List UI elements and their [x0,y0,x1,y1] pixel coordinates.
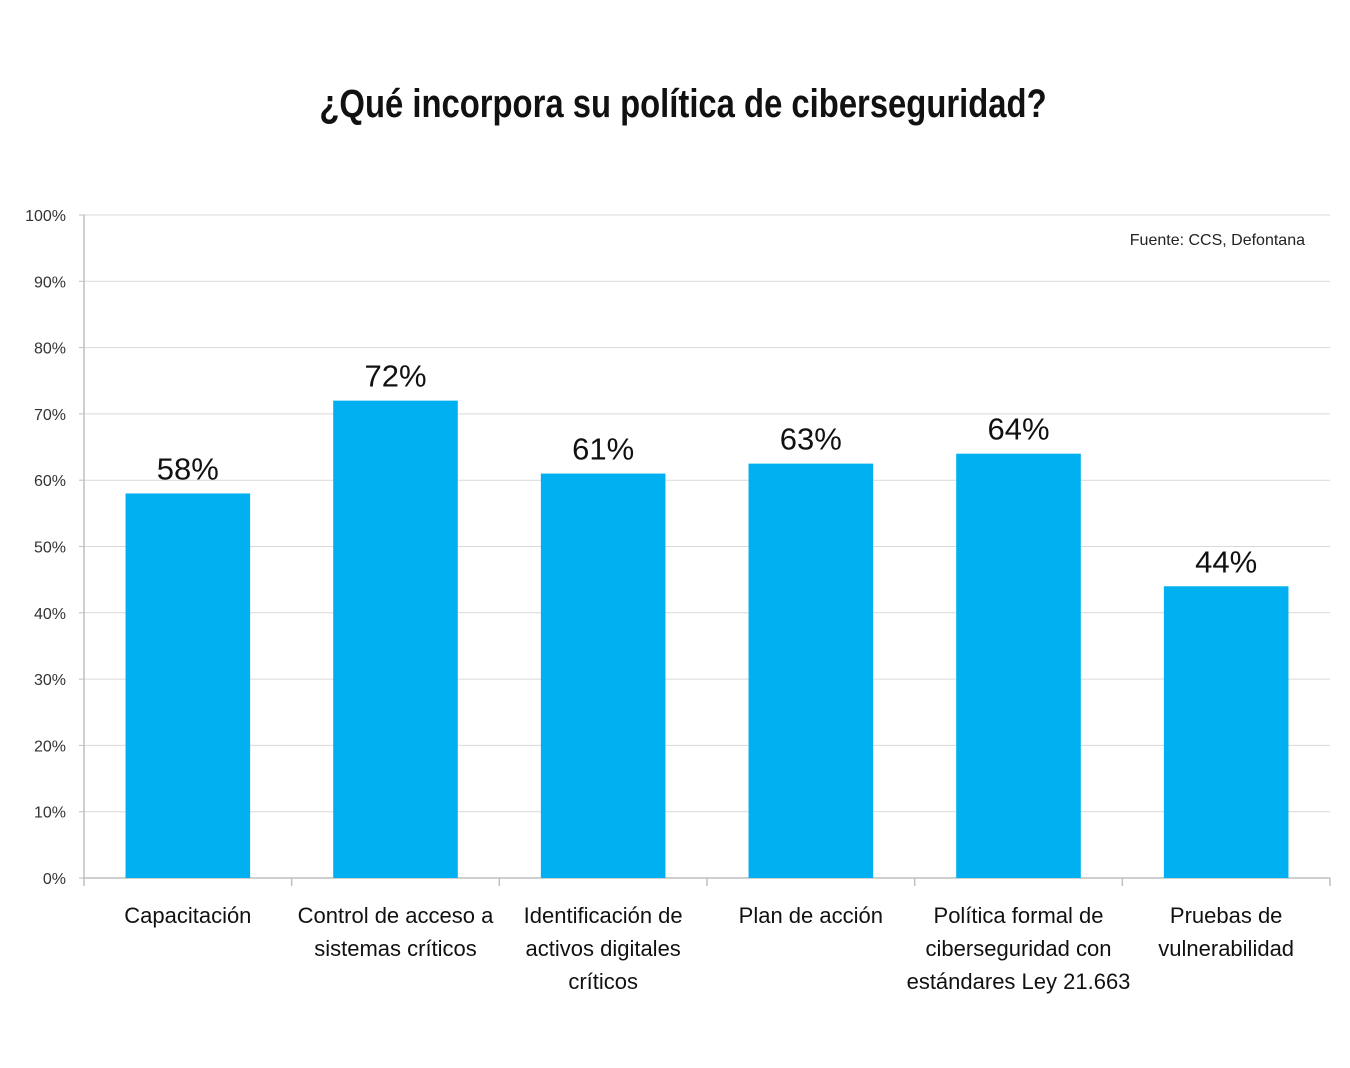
category-label-line: Capacitación [124,903,251,928]
category-label-line: Identificación de [524,903,683,928]
category-label-line: Plan de acción [739,903,883,928]
category-label-line: vulnerabilidad [1158,936,1294,961]
grid-layer [84,214,1330,813]
bar [748,463,874,878]
category-label: Control de acceso a sistemas críticos [298,903,494,961]
label-layer: 58% Capacitación 72% Control de acceso a sis… [124,359,1294,994]
data-label: 61% [572,432,634,467]
bar [125,493,251,878]
data-label: 72% [364,359,426,394]
category-label: Política formal de ciberseguridad con está… [907,903,1131,994]
y-tick-label: 30% [34,672,66,689]
category-label-line: sistemas críticos [314,936,477,961]
y-tick-label: 50% [34,540,66,557]
category-label-line: ciberseguridad con [926,936,1112,961]
data-label: 44% [1195,544,1257,579]
y-tick-label: 0% [43,871,66,888]
category-label: Capacitación [124,903,251,928]
category-label: Pruebas de vulnerabilidad [1158,903,1294,961]
y-tick-label: 10% [34,805,66,822]
bar [333,400,458,878]
y-tick-label: 100% [25,208,66,225]
y-tick-label: 60% [34,473,66,490]
chart-title: ¿Qué incorpora su política de cibersegur… [319,82,1047,126]
category-label-line: estándares Ley 21.663 [907,969,1131,994]
data-label: 63% [780,422,842,457]
category-label-line: Pruebas de [1170,903,1283,928]
category-label: Identificación de activos digitales crític… [524,903,683,994]
bar-layer [125,400,1289,878]
category-label: Plan de acción [739,903,883,928]
y-tick-label: 70% [34,407,66,424]
bar [540,473,666,878]
axis-layer: 0% 10% 20% 30% 40% 50% 60% 70% 80% 90% 100% [25,208,1331,888]
source-note: Fuente: CCS, Defontana [1130,232,1305,249]
y-tick-label: 90% [34,274,66,291]
category-label-line: Control de acceso a [298,903,494,928]
category-label-line: críticos [568,969,638,994]
category-label-line: activos digitales [526,936,681,961]
y-tick-label: 40% [34,606,66,623]
y-tick-label: 80% [34,341,66,358]
data-label: 64% [987,412,1049,447]
bar [956,453,1081,878]
y-tick-label: 20% [34,738,66,755]
category-label-line: Política formal de [934,903,1104,928]
data-label: 58% [157,451,219,486]
bar [1163,586,1289,878]
